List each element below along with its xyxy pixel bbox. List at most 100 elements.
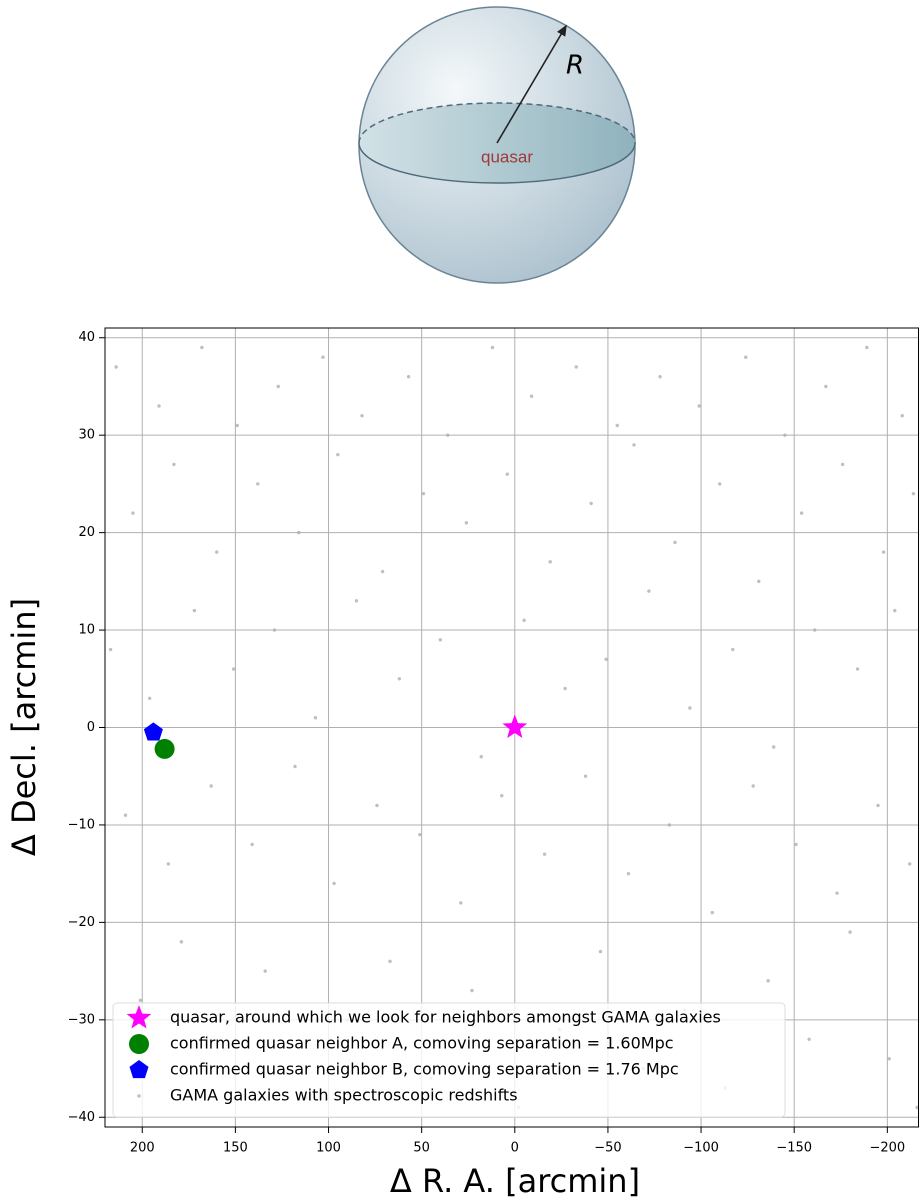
point	[658, 375, 662, 379]
pentagon-marker	[143, 722, 163, 741]
point	[673, 540, 677, 545]
point	[293, 764, 297, 769]
point	[772, 745, 776, 749]
point	[542, 852, 547, 856]
point	[794, 842, 798, 847]
y-tick-label: 20	[78, 525, 95, 540]
point	[375, 803, 379, 808]
point	[406, 375, 411, 379]
point	[807, 1037, 811, 1042]
point	[272, 628, 277, 632]
point	[548, 560, 552, 564]
legend-marker	[129, 1060, 149, 1079]
x-tick-label: −150	[776, 1141, 812, 1156]
legend-marker	[137, 1094, 141, 1098]
point	[583, 774, 588, 778]
x-axis-label: Δ R. A. [arcmin]	[390, 1162, 640, 1200]
point	[215, 550, 219, 554]
point	[276, 384, 280, 389]
y-tick-label: −20	[68, 915, 95, 930]
point	[438, 638, 442, 642]
center-label: quasar	[481, 147, 533, 166]
point	[470, 988, 474, 993]
point	[421, 491, 426, 496]
point	[479, 755, 483, 759]
point	[332, 881, 336, 886]
point	[855, 667, 860, 671]
point	[887, 1057, 891, 1061]
point	[464, 521, 469, 525]
point	[893, 608, 897, 613]
legend-box	[112, 1002, 786, 1118]
radius-label: R	[566, 51, 584, 81]
point	[697, 404, 701, 408]
point	[380, 569, 385, 574]
point	[263, 969, 267, 973]
point	[522, 618, 526, 623]
equator-front	[358, 142, 636, 184]
point	[783, 433, 787, 437]
legend-label: quasar, around which we look for neighbo…	[170, 1008, 721, 1027]
x-tick-label: 100	[316, 1141, 341, 1156]
point	[157, 404, 161, 408]
point	[589, 501, 593, 506]
point	[231, 667, 236, 671]
legend: quasar, around which we look for neighbo…	[112, 1002, 786, 1118]
x-tick-label: −200	[869, 1141, 905, 1156]
point	[881, 550, 886, 554]
point	[360, 413, 364, 418]
x-tick-label: 50	[413, 1141, 430, 1156]
star-marker	[502, 714, 528, 738]
point	[388, 959, 392, 964]
y-tick-label: 40	[78, 330, 95, 345]
point	[446, 433, 450, 437]
point	[751, 784, 755, 788]
point	[313, 716, 318, 720]
point	[500, 794, 504, 798]
point	[200, 345, 204, 350]
point	[848, 930, 852, 934]
point	[799, 511, 804, 515]
point	[766, 979, 770, 983]
point	[824, 384, 828, 389]
point	[354, 599, 359, 603]
y-axis-label: Δ Decl. [arcmin]	[5, 598, 43, 856]
point	[235, 423, 239, 428]
point	[744, 355, 748, 359]
point	[336, 452, 340, 457]
y-tick-label: −30	[68, 1012, 95, 1027]
legend-label: confirmed quasar neighbor B, comoving se…	[170, 1060, 679, 1079]
point	[192, 608, 197, 613]
y-tick-label: −10	[68, 817, 95, 832]
legend-label: confirmed quasar neighbor A, comoving se…	[170, 1034, 674, 1053]
legend-marker	[126, 1005, 152, 1029]
legend-marker	[129, 1034, 149, 1054]
point	[321, 355, 325, 359]
point	[256, 482, 260, 486]
point	[647, 589, 651, 593]
x-tick-label: 150	[223, 1141, 248, 1156]
point	[667, 823, 672, 827]
point	[598, 949, 603, 954]
point	[840, 462, 845, 467]
point	[418, 832, 422, 837]
point	[490, 345, 495, 350]
point	[731, 647, 735, 652]
point	[563, 686, 567, 691]
point	[915, 1105, 919, 1110]
point	[297, 530, 301, 535]
sphere-diagram: R quasar	[358, 6, 636, 284]
x-tick-label: −50	[594, 1141, 621, 1156]
point	[209, 784, 213, 788]
point	[812, 628, 817, 632]
point	[574, 365, 578, 369]
point	[865, 345, 869, 350]
y-tick-label: 10	[78, 623, 95, 638]
point	[626, 871, 631, 876]
point	[529, 394, 534, 398]
point	[615, 423, 619, 428]
point	[757, 579, 761, 584]
point	[505, 472, 510, 476]
radius-arrow	[496, 24, 567, 144]
